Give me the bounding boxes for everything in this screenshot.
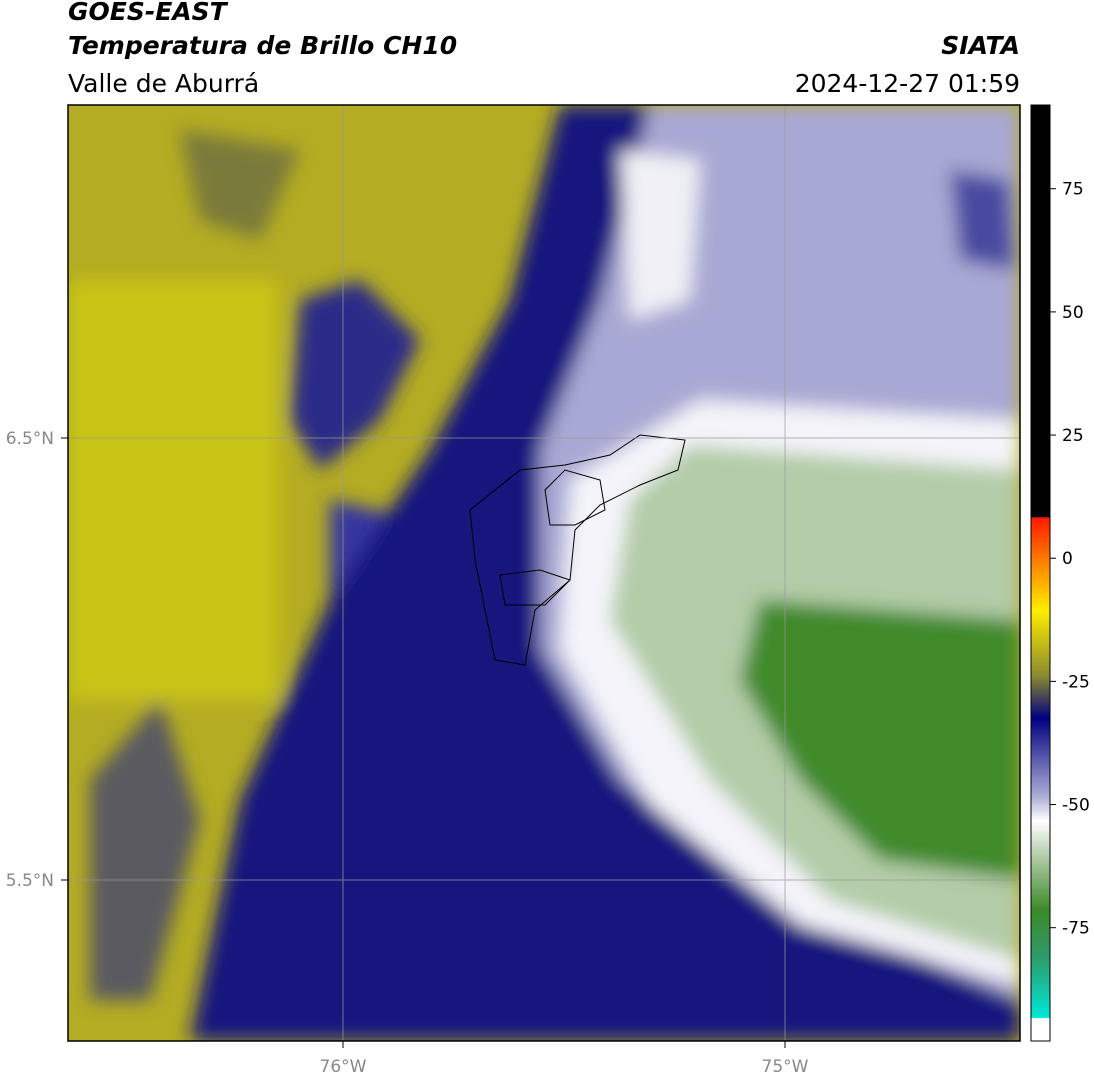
- graticule: [68, 105, 1020, 1041]
- colorbar-tick-label: -25: [1062, 672, 1090, 692]
- lat-label: 5.5°N: [6, 871, 54, 891]
- colorbar-tick-label: 75: [1062, 180, 1084, 200]
- boundaries: [469, 434, 686, 666]
- colorbar-tick-label: 0: [1062, 549, 1073, 569]
- colorbar-tick-label: 25: [1062, 426, 1084, 446]
- satellite-image: [68, 105, 1020, 1041]
- subtitle: Temperatura de Brillo CH10: [68, 31, 457, 60]
- region: Valle de Aburrá: [68, 69, 259, 98]
- colorbar-tick-label: -75: [1062, 919, 1090, 939]
- colorbar: [1030, 104, 1051, 1042]
- colorbar-tick-label: 50: [1062, 303, 1084, 323]
- source: SIATA: [941, 31, 1020, 60]
- lon-label: 76°W: [320, 1057, 367, 1077]
- colorbar-tick-label: -50: [1062, 796, 1090, 816]
- map-frame: [67, 104, 1021, 1042]
- datetime: 2024-12-27 01:59: [795, 69, 1020, 98]
- title: GOES-EAST: [68, 0, 229, 26]
- lat-label: 6.5°N: [6, 429, 54, 449]
- lon-label: 75°W: [762, 1057, 809, 1077]
